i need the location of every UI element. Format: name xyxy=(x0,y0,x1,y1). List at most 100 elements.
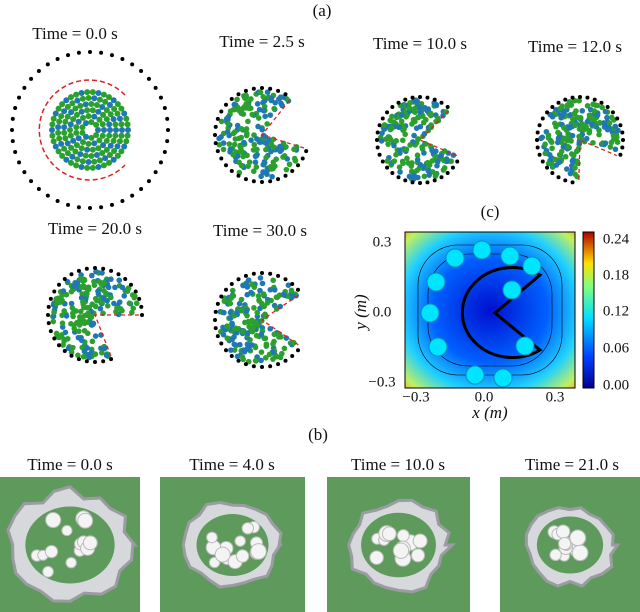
boundary-dot xyxy=(109,202,114,207)
particle xyxy=(221,298,228,304)
panel-label: (a) xyxy=(313,1,332,20)
boundary-dot xyxy=(219,341,224,346)
boundary-dot xyxy=(10,128,14,132)
particle xyxy=(401,126,407,132)
particle xyxy=(59,320,66,326)
particle xyxy=(70,313,76,320)
boundary-dot xyxy=(140,313,144,317)
particle xyxy=(101,127,107,133)
particle xyxy=(441,165,448,171)
particle xyxy=(589,121,595,128)
boundary-dot xyxy=(243,362,248,367)
particle xyxy=(412,118,418,125)
particle xyxy=(220,331,227,338)
robot-snapshot xyxy=(375,95,460,185)
boundary-dot xyxy=(215,116,220,121)
particle xyxy=(84,312,91,319)
particle xyxy=(253,332,260,339)
particle xyxy=(614,139,621,146)
boundary-dot xyxy=(439,175,444,180)
particle xyxy=(579,108,586,114)
particle xyxy=(244,312,250,319)
ball xyxy=(571,544,589,562)
particle xyxy=(444,157,450,164)
particle xyxy=(64,113,71,120)
particle xyxy=(82,101,89,108)
particle xyxy=(590,101,596,108)
particle xyxy=(111,105,118,112)
particle xyxy=(552,156,559,163)
boundary-dot xyxy=(251,364,256,369)
particle xyxy=(245,105,252,111)
robot-snapshot xyxy=(213,86,309,184)
particle xyxy=(258,357,264,364)
boundary-dot xyxy=(556,100,561,105)
boundary-dot xyxy=(445,170,450,175)
particle xyxy=(396,124,402,131)
photo xyxy=(0,477,140,612)
particle xyxy=(228,347,234,353)
particle xyxy=(77,151,84,158)
particle xyxy=(99,350,105,356)
particle xyxy=(562,153,569,160)
photo-time: Time = 10.0 s xyxy=(351,455,445,474)
boundary-dot xyxy=(52,336,57,341)
particle xyxy=(83,133,89,140)
particle xyxy=(556,159,563,166)
boundary-dot xyxy=(439,100,444,105)
boundary-dot xyxy=(377,152,382,157)
particle xyxy=(53,300,60,307)
particle xyxy=(250,324,256,330)
particle xyxy=(78,145,85,152)
particle xyxy=(93,297,100,303)
snapshot-time: Time = 12.0 s xyxy=(528,37,622,56)
boundary-dot xyxy=(620,130,625,135)
particle xyxy=(118,307,125,314)
particle xyxy=(224,323,230,329)
particle xyxy=(84,319,91,326)
particle xyxy=(396,164,403,170)
particle xyxy=(263,146,269,153)
particle xyxy=(53,330,60,337)
boundary-dot xyxy=(109,53,114,58)
particle xyxy=(438,153,444,159)
ball xyxy=(369,550,384,565)
contour-plot xyxy=(404,231,576,389)
particle xyxy=(100,142,107,149)
particle xyxy=(96,137,103,144)
particle xyxy=(90,320,97,327)
particle xyxy=(113,127,119,133)
boundary-dot xyxy=(260,180,264,184)
boundary-dot xyxy=(45,62,50,67)
boundary-dot xyxy=(396,175,401,180)
target-outline xyxy=(260,294,299,346)
particle xyxy=(237,143,243,150)
particle xyxy=(387,117,393,124)
particle xyxy=(264,121,270,127)
particle xyxy=(245,118,251,125)
boundary-dot xyxy=(390,105,395,110)
particle xyxy=(538,135,544,142)
particle xyxy=(103,137,110,144)
particle xyxy=(55,124,62,131)
particle xyxy=(89,338,96,345)
ball xyxy=(549,548,562,562)
boundary-dot xyxy=(578,95,582,99)
particle xyxy=(420,119,427,126)
boundary-dot xyxy=(290,169,295,174)
boundary-dot xyxy=(296,348,301,353)
boundary-dot xyxy=(62,276,67,281)
particle xyxy=(95,145,102,152)
particle xyxy=(103,146,110,153)
particle xyxy=(238,108,245,115)
boundary-dot xyxy=(109,268,114,273)
boundary-dot xyxy=(46,313,50,317)
particle xyxy=(60,288,67,294)
particle xyxy=(385,141,391,147)
particle xyxy=(422,141,429,147)
particle xyxy=(79,95,86,102)
boundary-dot xyxy=(120,57,125,62)
boundary-dot xyxy=(390,170,395,175)
photo xyxy=(160,477,305,612)
